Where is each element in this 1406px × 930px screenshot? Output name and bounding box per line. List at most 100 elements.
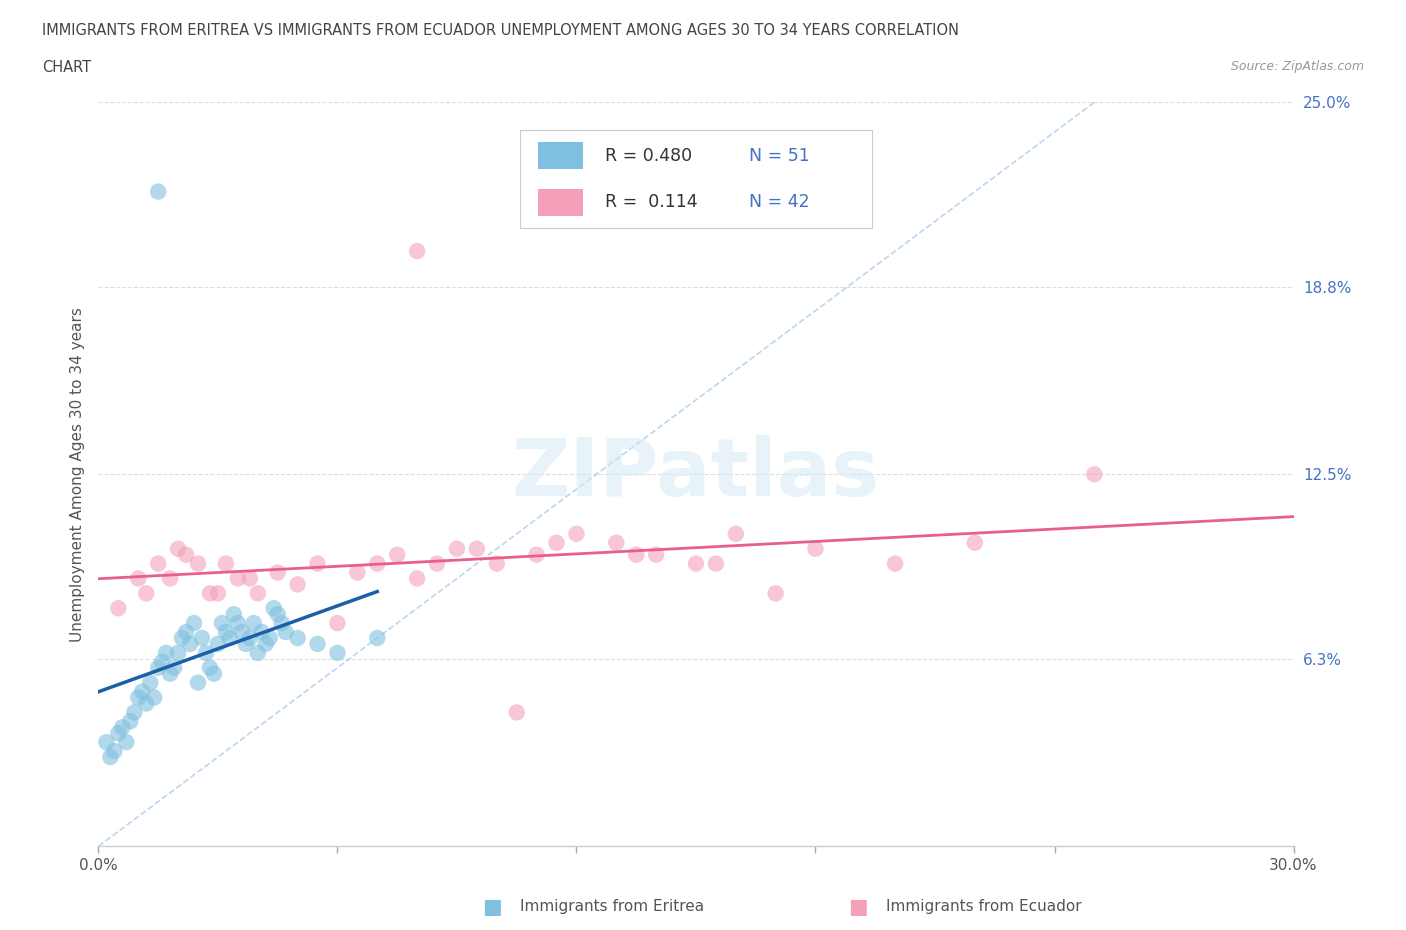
Point bbox=[159, 666, 181, 681]
Point bbox=[198, 660, 221, 675]
Point bbox=[366, 556, 388, 571]
FancyBboxPatch shape bbox=[538, 142, 583, 169]
Point bbox=[127, 571, 149, 586]
Point bbox=[274, 625, 297, 640]
Point bbox=[207, 586, 229, 601]
Point bbox=[163, 660, 186, 675]
Point bbox=[103, 744, 125, 759]
Point bbox=[179, 636, 201, 651]
Point bbox=[135, 696, 157, 711]
Point bbox=[645, 547, 668, 562]
Point bbox=[446, 541, 468, 556]
Point bbox=[239, 571, 262, 586]
Point bbox=[1083, 467, 1105, 482]
Point bbox=[243, 616, 266, 631]
Point bbox=[155, 645, 177, 660]
Point bbox=[174, 625, 197, 640]
Point bbox=[167, 645, 190, 660]
Text: R =  0.114: R = 0.114 bbox=[605, 193, 697, 211]
Point bbox=[98, 750, 122, 764]
Point bbox=[148, 660, 170, 675]
Point bbox=[565, 526, 588, 541]
Point bbox=[150, 655, 173, 670]
Point bbox=[287, 631, 309, 645]
Point bbox=[143, 690, 166, 705]
Point bbox=[246, 645, 269, 660]
Text: Immigrants from Eritrea: Immigrants from Eritrea bbox=[520, 899, 704, 914]
Point bbox=[191, 631, 214, 645]
Point bbox=[426, 556, 449, 571]
Point bbox=[219, 631, 242, 645]
Point bbox=[287, 577, 309, 591]
Point bbox=[884, 556, 907, 571]
Point bbox=[148, 556, 170, 571]
Point bbox=[406, 571, 429, 586]
Point bbox=[246, 586, 269, 601]
Point bbox=[366, 631, 388, 645]
Point bbox=[239, 631, 262, 645]
Point bbox=[626, 547, 648, 562]
Point bbox=[187, 556, 209, 571]
Point bbox=[107, 601, 129, 616]
Point bbox=[198, 586, 221, 601]
Point bbox=[235, 636, 257, 651]
Point bbox=[546, 536, 568, 551]
Point bbox=[120, 714, 142, 729]
Point bbox=[172, 631, 194, 645]
Point bbox=[263, 601, 285, 616]
Point bbox=[254, 636, 277, 651]
FancyBboxPatch shape bbox=[538, 189, 583, 216]
Point bbox=[226, 571, 249, 586]
Point bbox=[167, 541, 190, 556]
Point bbox=[131, 684, 153, 699]
Text: ■: ■ bbox=[482, 897, 502, 917]
Point bbox=[506, 705, 529, 720]
Point bbox=[465, 541, 488, 556]
Point bbox=[111, 720, 134, 735]
Point bbox=[270, 616, 292, 631]
Point bbox=[804, 541, 827, 556]
Point bbox=[174, 547, 197, 562]
Point bbox=[139, 675, 162, 690]
Point bbox=[326, 645, 349, 660]
Point bbox=[526, 547, 548, 562]
Point bbox=[385, 547, 409, 562]
Point bbox=[202, 666, 225, 681]
Point bbox=[135, 586, 157, 601]
Text: IMMIGRANTS FROM ERITREA VS IMMIGRANTS FROM ECUADOR UNEMPLOYMENT AMONG AGES 30 TO: IMMIGRANTS FROM ERITREA VS IMMIGRANTS FR… bbox=[42, 23, 959, 38]
Point bbox=[307, 636, 329, 651]
Text: CHART: CHART bbox=[42, 60, 91, 75]
Point bbox=[724, 526, 747, 541]
Point bbox=[267, 565, 290, 580]
Point bbox=[259, 631, 281, 645]
Point bbox=[187, 675, 209, 690]
Y-axis label: Unemployment Among Ages 30 to 34 years: Unemployment Among Ages 30 to 34 years bbox=[69, 307, 84, 642]
Point bbox=[215, 556, 238, 571]
Point bbox=[183, 616, 205, 631]
Text: N = 51: N = 51 bbox=[749, 147, 810, 165]
Point bbox=[704, 556, 727, 571]
Point bbox=[765, 586, 787, 601]
Point bbox=[222, 606, 245, 621]
Text: Immigrants from Ecuador: Immigrants from Ecuador bbox=[886, 899, 1081, 914]
Text: Source: ZipAtlas.com: Source: ZipAtlas.com bbox=[1230, 60, 1364, 73]
Point bbox=[96, 735, 118, 750]
Text: N = 42: N = 42 bbox=[749, 193, 810, 211]
Point bbox=[107, 725, 129, 740]
Point bbox=[231, 625, 253, 640]
Point bbox=[267, 606, 290, 621]
Point bbox=[605, 536, 627, 551]
Point bbox=[124, 705, 146, 720]
Point bbox=[148, 184, 170, 199]
Text: ZIPatlas: ZIPatlas bbox=[512, 435, 880, 513]
Point bbox=[685, 556, 707, 571]
Point bbox=[326, 616, 349, 631]
Point bbox=[215, 625, 238, 640]
Text: ■: ■ bbox=[848, 897, 868, 917]
Point bbox=[346, 565, 368, 580]
Point bbox=[406, 244, 429, 259]
Point bbox=[127, 690, 149, 705]
Point bbox=[963, 536, 986, 551]
Point bbox=[115, 735, 138, 750]
Point bbox=[485, 556, 508, 571]
